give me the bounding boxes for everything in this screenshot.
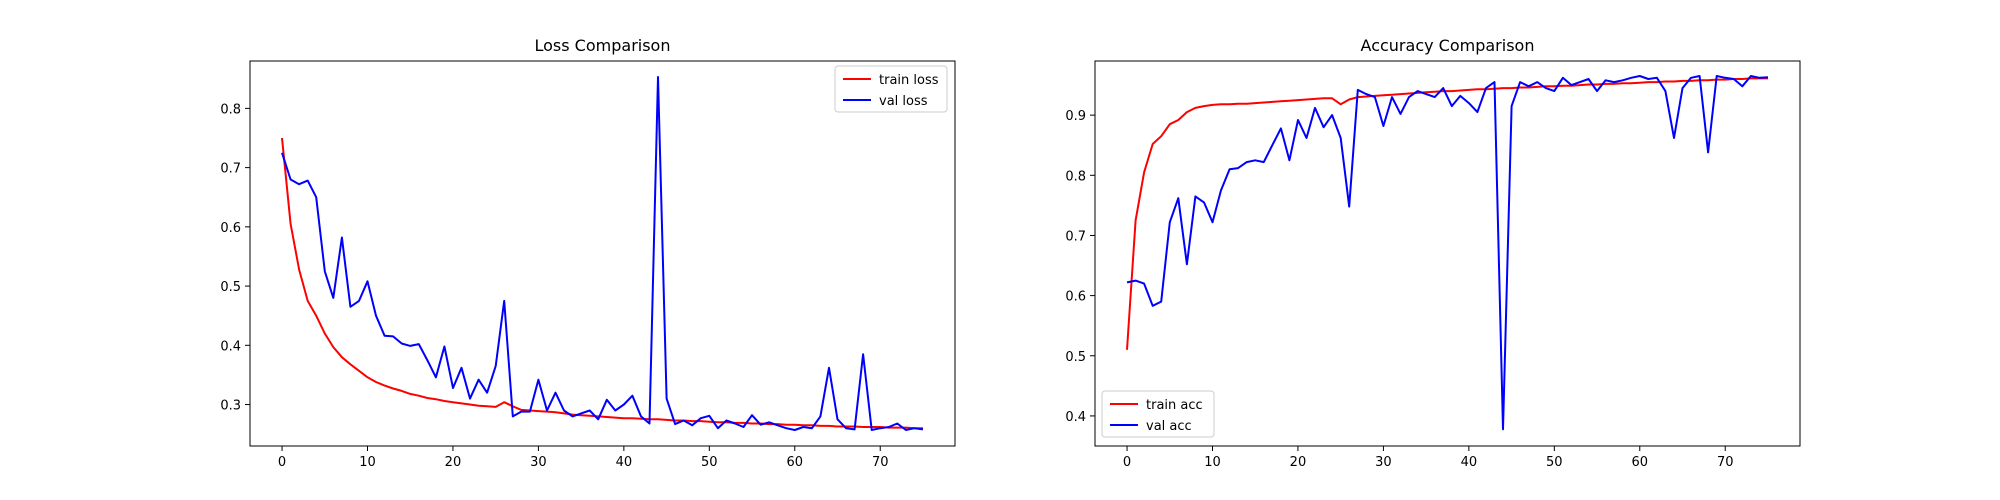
loss-chart: Loss Comparison 0 10 20 30 40 50 60 70 0.3 0.4 0.5… xyxy=(220,36,956,470)
loss-legend: train loss val loss xyxy=(834,65,948,113)
loss-plot-area: 0 10 20 30 40 50 60 70 0.3 0.4 0.5 0.6 0.7 0.8 xyxy=(220,60,956,470)
accuracy-y-tick-label: 0.4 xyxy=(1065,410,1086,425)
accuracy-x-tick-label: 10 xyxy=(1204,455,1221,470)
accuracy-chart: Accuracy Comparison 0 10 20 30 40 50 60 70 0.4 0.… xyxy=(1065,36,1801,470)
accuracy-x-tick-label: 30 xyxy=(1375,455,1392,470)
accuracy-x-tick-label: 40 xyxy=(1461,455,1478,470)
loss-chart-title: Loss Comparison xyxy=(535,36,671,55)
accuracy-y-tick-label: 0.5 xyxy=(1065,350,1086,365)
accuracy-x-tick-label: 0 xyxy=(1123,455,1131,470)
loss-x-tick-label: 70 xyxy=(872,455,889,470)
legend-label-val-loss: val loss xyxy=(879,94,928,109)
accuracy-y-tick-label: 0.6 xyxy=(1065,290,1086,305)
legend-label-train-acc: train acc xyxy=(1146,398,1203,413)
loss-y-tick-label: 0.8 xyxy=(220,102,241,117)
accuracy-x-tick-label: 70 xyxy=(1717,455,1734,470)
legend-label-val-acc: val acc xyxy=(1146,419,1192,434)
loss-x-tick-label: 0 xyxy=(278,455,286,470)
loss-y-tick-label: 0.4 xyxy=(220,339,241,354)
loss-y-tick-label: 0.5 xyxy=(220,280,241,295)
accuracy-axes-frame xyxy=(1094,60,1801,447)
accuracy-x-tick-label: 50 xyxy=(1546,455,1563,470)
loss-x-tick-label: 10 xyxy=(359,455,376,470)
accuracy-y-tick-label: 0.9 xyxy=(1065,109,1086,124)
loss-x-tick-label: 30 xyxy=(530,455,547,470)
loss-x-tick-label: 40 xyxy=(616,455,633,470)
loss-axes-frame xyxy=(249,60,956,447)
accuracy-y-tick-label: 0.8 xyxy=(1065,169,1086,184)
accuracy-x-tick-label: 20 xyxy=(1290,455,1307,470)
loss-y-tick-label: 0.6 xyxy=(220,221,241,236)
accuracy-series-val-acc xyxy=(1126,75,1769,431)
loss-x-tick-label: 60 xyxy=(786,455,803,470)
accuracy-legend: train acc val acc xyxy=(1101,390,1215,438)
accuracy-series-train-acc xyxy=(1126,77,1768,350)
accuracy-x-tick-label: 60 xyxy=(1631,455,1648,470)
loss-series-train-loss xyxy=(281,137,923,430)
loss-series-val-loss xyxy=(281,76,924,431)
loss-x-tick-label: 20 xyxy=(445,455,462,470)
accuracy-y-tick-label: 0.7 xyxy=(1065,229,1086,244)
loss-y-tick-label: 0.7 xyxy=(220,162,241,177)
loss-y-tick-label: 0.3 xyxy=(220,399,241,414)
loss-x-tick-label: 50 xyxy=(701,455,718,470)
accuracy-plot-area: 0 10 20 30 40 50 60 70 0.4 0.5 0.6 0.7 0.8 0.9 xyxy=(1065,60,1801,470)
accuracy-chart-title: Accuracy Comparison xyxy=(1361,36,1535,55)
legend-label-train-loss: train loss xyxy=(879,73,939,88)
